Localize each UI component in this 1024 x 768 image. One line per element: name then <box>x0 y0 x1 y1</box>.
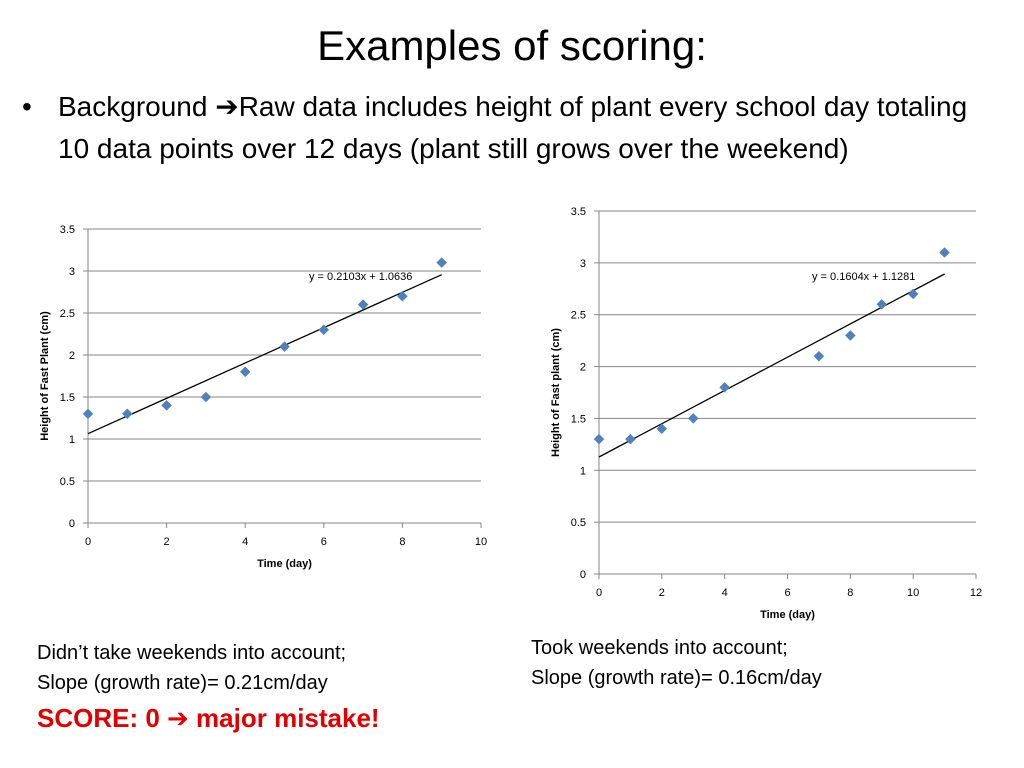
x-tick-label: 10 <box>475 536 487 548</box>
data-point <box>939 247 950 258</box>
x-tick-label: 8 <box>847 587 853 599</box>
score-verdict: major mistake! <box>188 703 380 733</box>
data-point <box>436 257 448 268</box>
y-tick-label: 2 <box>580 362 586 374</box>
arrow-icon: ➔ <box>215 91 239 122</box>
bullet-rest: Raw data includes height of plant every … <box>58 91 968 164</box>
y-axis-label: Height of Fast Plant (cm) <box>39 311 51 441</box>
y-tick-label: 1 <box>69 434 75 446</box>
x-tick-label: 10 <box>907 587 919 599</box>
x-axis-label: Time (day) <box>760 609 815 621</box>
data-point <box>82 408 94 420</box>
x-tick-label: 0 <box>85 536 91 548</box>
y-axis-label: Height of Fast plant (cm) <box>550 328 562 457</box>
x-tick-label: 2 <box>164 536 170 548</box>
y-tick-label: 3.5 <box>571 206 586 218</box>
score-text: SCORE: 0 ➔ major mistake! <box>37 698 380 738</box>
x-tick-label: 6 <box>321 536 327 548</box>
data-point <box>200 391 212 403</box>
right-caption-line2: Slope (growth rate)= 0.16cm/day <box>531 667 822 689</box>
x-tick-label: 8 <box>399 536 405 548</box>
y-tick-label: 0 <box>580 569 586 581</box>
y-tick-label: 1.5 <box>571 413 586 425</box>
data-point <box>907 288 919 300</box>
y-tick-label: 0.5 <box>571 517 586 529</box>
bullet-marker: • <box>22 91 32 122</box>
x-axis-label: Time (day) <box>257 558 312 570</box>
y-tick-label: 1 <box>580 465 586 477</box>
data-point <box>161 400 172 411</box>
data-point <box>687 413 699 424</box>
trendline <box>598 273 945 458</box>
x-tick-label: 12 <box>970 587 982 599</box>
left-caption-line1: Didn’t take weekends into account; <box>37 642 347 664</box>
y-tick-label: 1.5 <box>60 392 75 404</box>
data-point <box>625 433 636 445</box>
data-point <box>279 341 290 352</box>
data-point <box>844 330 856 341</box>
bullet-lead: Background <box>58 91 216 122</box>
y-tick-label: 3 <box>69 266 75 278</box>
data-point <box>121 408 133 420</box>
data-point <box>876 298 888 310</box>
right-caption: Took weekends into account; Slope (growt… <box>531 633 822 693</box>
data-point <box>318 324 330 336</box>
left-caption: Didn’t take weekends into account; Slope… <box>37 638 380 738</box>
data-point <box>719 381 731 393</box>
score-arrow-icon: ➔ <box>167 703 189 733</box>
right-caption-line1: Took weekends into account; <box>531 637 788 659</box>
y-tick-label: 2 <box>69 350 75 362</box>
data-point <box>357 299 369 310</box>
data-point <box>593 433 605 445</box>
x-tick-label: 4 <box>722 587 728 599</box>
x-tick-label: 4 <box>242 536 248 548</box>
data-point <box>656 423 668 435</box>
left-caption-line2: Slope (growth rate)= 0.21cm/day <box>37 672 328 694</box>
data-point <box>813 350 825 362</box>
data-point <box>239 366 251 378</box>
bullet-text: Background ➔Raw data includes height of … <box>58 86 988 170</box>
x-tick-label: 2 <box>659 587 665 599</box>
y-tick-label: 3 <box>580 258 586 270</box>
y-tick-label: 0 <box>69 518 75 530</box>
y-tick-label: 3.5 <box>60 224 75 236</box>
trendline-equation: y = 0.2103x + 1.0636 <box>309 271 412 283</box>
y-tick-label: 2.5 <box>571 310 586 322</box>
y-tick-label: 0.5 <box>60 476 75 488</box>
y-tick-label: 2.5 <box>60 308 75 320</box>
trendline-equation: y = 0.1604x + 1.1281 <box>812 271 915 283</box>
x-tick-label: 0 <box>596 587 602 599</box>
slide-title: Examples of scoring: <box>317 22 707 69</box>
trendline <box>87 274 442 435</box>
score-label: SCORE: 0 <box>37 703 168 733</box>
data-point <box>397 290 408 302</box>
x-tick-label: 6 <box>784 587 790 599</box>
